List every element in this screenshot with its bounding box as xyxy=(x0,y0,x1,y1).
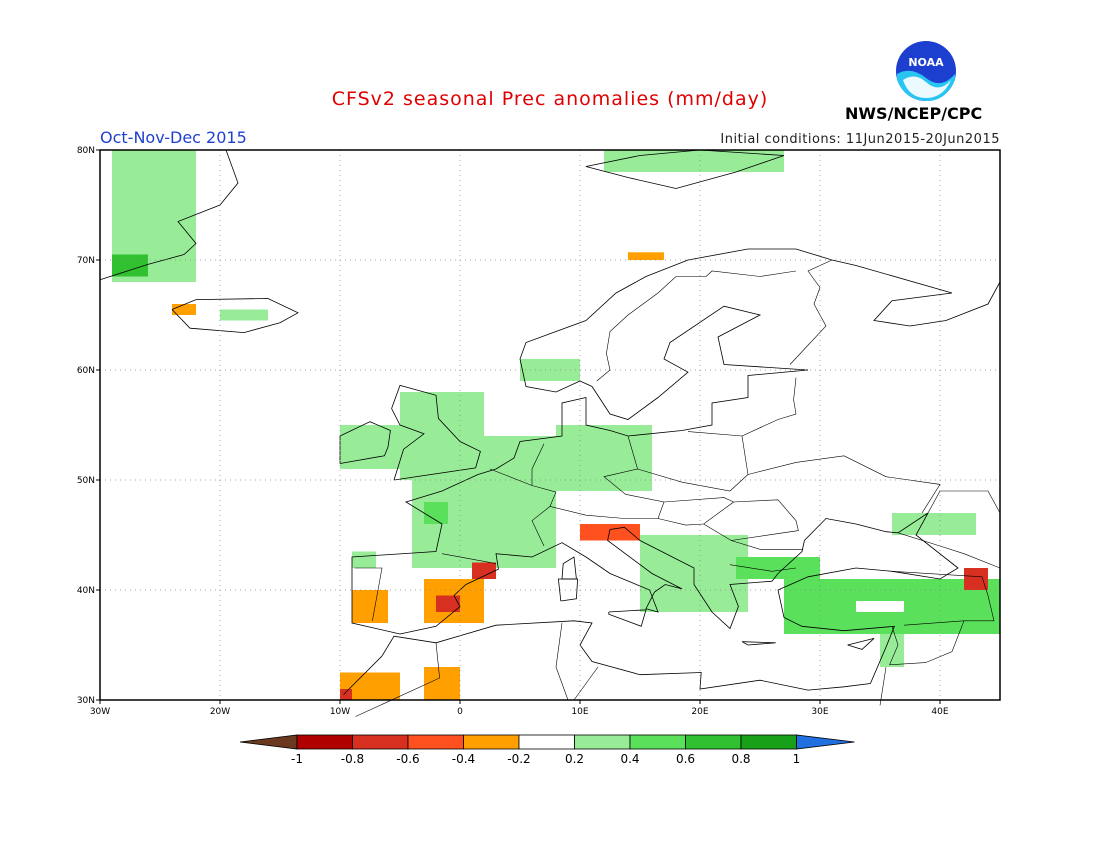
border-segment xyxy=(489,468,557,547)
anomaly-region-morocco-east xyxy=(424,667,460,700)
map-frame xyxy=(99,149,1001,701)
anomaly-region-greenland-strong xyxy=(112,254,148,277)
border-segment xyxy=(729,564,797,572)
anomaly-region-iberia-west xyxy=(352,590,388,623)
anomaly-region-galicia xyxy=(352,551,376,568)
border-segment xyxy=(703,499,799,541)
border-segment xyxy=(789,259,833,365)
lon-tick-label: 30W xyxy=(90,707,110,717)
colorbar-swatch xyxy=(629,734,686,750)
border-segment xyxy=(657,497,735,526)
coastline-segment xyxy=(847,638,875,650)
coastline-segment xyxy=(391,384,481,481)
coastline-segment xyxy=(585,149,785,189)
colorbar-swatch xyxy=(740,734,797,750)
border-segment xyxy=(573,666,599,701)
lat-tick-label: 80N xyxy=(77,146,95,156)
coastline-segment xyxy=(561,556,577,580)
anomaly-region-norway-north xyxy=(628,252,664,260)
colorbar-label: 1 xyxy=(793,752,801,766)
anomaly-region-catalonia xyxy=(472,562,496,579)
anomaly-region-morocco-red xyxy=(340,689,352,700)
lon-tick-label: 10W xyxy=(330,707,350,717)
lat-tick-label: 40N xyxy=(77,586,95,596)
anomaly-region-iceland-west xyxy=(172,304,196,315)
coastline-segment xyxy=(557,578,579,602)
colorbar-label: 0.2 xyxy=(565,752,584,766)
lon-tick-label: 40E xyxy=(931,707,948,717)
anomaly-region-iceland-east xyxy=(220,309,268,321)
border-segment xyxy=(891,571,995,626)
colorbar-label: -0.2 xyxy=(507,752,530,766)
logo-text: NOAA xyxy=(908,56,944,69)
border-segment xyxy=(441,553,497,564)
colorbar-label: -0.4 xyxy=(452,752,475,766)
lon-tick-label: 20E xyxy=(691,707,708,717)
chart-title: CFSv2 seasonal Prec anomalies (mm/day) xyxy=(331,88,769,110)
border-segment xyxy=(354,567,383,621)
coastline-segment xyxy=(608,609,647,627)
coastline-segment xyxy=(171,298,299,334)
border-segment xyxy=(355,642,440,717)
border-segment xyxy=(897,532,1001,569)
lat-tick-label: 30N xyxy=(77,696,95,706)
colorbar-label: -1 xyxy=(291,752,303,766)
coastline-segment xyxy=(99,149,239,281)
border-segment xyxy=(531,443,545,486)
anomaly-region-ukraine-south xyxy=(892,513,976,535)
anomaly-region-po-valley xyxy=(580,524,640,541)
colorbar-label: 0.8 xyxy=(731,752,750,766)
coastline-segment xyxy=(519,248,1001,420)
coastline-segment xyxy=(343,512,959,695)
initial-conditions-label: Initial conditions: 11Jun2015-20Jun2015 xyxy=(720,132,1000,147)
coastline-segment xyxy=(741,641,776,646)
border-segment xyxy=(555,622,569,701)
anomaly-region-caucasus xyxy=(964,568,988,590)
anomaly-region-svalbard xyxy=(604,150,784,172)
border-segment xyxy=(747,455,941,514)
border-segment xyxy=(889,620,965,666)
colorbar-swatch xyxy=(463,734,520,750)
anomaly-region-britain xyxy=(400,392,484,480)
border-segment xyxy=(637,431,749,492)
lat-tick-label: 60N xyxy=(77,366,95,376)
colorbar-swatch xyxy=(574,734,631,750)
organization-label: NWS/NCEP/CPC xyxy=(845,104,983,123)
colorbar-swatch xyxy=(352,734,409,750)
colorbar-low-arrow xyxy=(239,734,298,750)
border-segment xyxy=(741,377,797,437)
lon-tick-label: 0 xyxy=(457,707,463,717)
colorbar-swatch xyxy=(518,734,575,750)
colorbar-label: -0.6 xyxy=(396,752,419,766)
colorbar-label: 0.4 xyxy=(620,752,639,766)
lon-tick-label: 30E xyxy=(811,707,828,717)
anomaly-region-spain-east-red xyxy=(436,595,460,612)
colorbar-label: 0.6 xyxy=(676,752,695,766)
anomaly-region-bulgaria xyxy=(736,557,820,579)
anomaly-region-levant xyxy=(880,634,904,667)
border-segment xyxy=(731,540,804,550)
anomaly-region-turkey-center xyxy=(856,601,904,612)
lat-tick-label: 70N xyxy=(77,256,95,266)
period-label: Oct-Nov-Dec 2015 xyxy=(100,128,247,147)
lon-tick-label: 20W xyxy=(210,707,230,717)
lon-tick-label: 10E xyxy=(571,707,588,717)
noaa-logo: NOAA xyxy=(896,41,956,102)
lat-tick-label: 50N xyxy=(77,476,95,486)
border-segment xyxy=(927,490,1001,514)
border-segment xyxy=(879,666,887,706)
coastline-segment xyxy=(351,369,809,635)
anomaly-region-france-west-strong xyxy=(424,502,448,524)
colorbar-label: -0.8 xyxy=(341,752,364,766)
colorbar-high-arrow xyxy=(796,734,855,750)
border-segment xyxy=(596,270,797,382)
colorbar-swatch xyxy=(685,734,742,750)
colorbar-swatch xyxy=(296,734,353,750)
colorbar-swatch xyxy=(407,734,464,750)
coastlines xyxy=(99,149,1001,717)
